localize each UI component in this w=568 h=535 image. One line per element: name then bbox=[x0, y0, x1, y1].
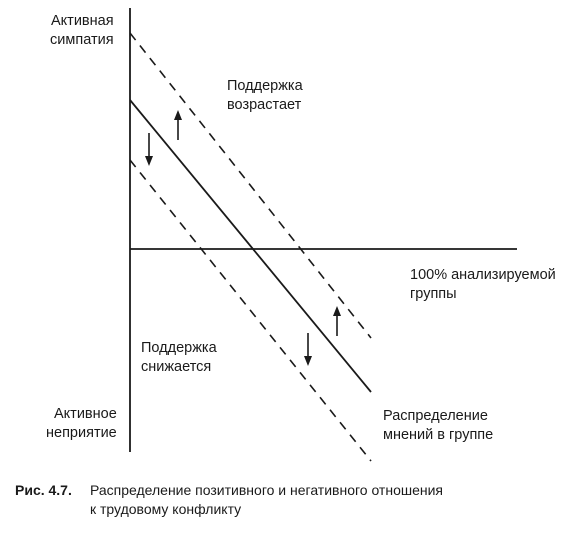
support-increases-line2: возрастает bbox=[227, 97, 302, 113]
distribution-label-line1: Распределение bbox=[383, 408, 488, 424]
lower-shift-dashed-line bbox=[129, 159, 372, 462]
y-axis-top-label-line2: симпатия bbox=[50, 32, 114, 48]
arrow-down-icon bbox=[145, 133, 153, 166]
support-decreases-label: Поддержка снижается bbox=[141, 339, 217, 377]
support-decreases-line1: Поддержка bbox=[141, 340, 217, 356]
y-axis-top-label-line1: Активная bbox=[51, 13, 114, 29]
opinion-distribution-line bbox=[129, 99, 372, 393]
figure-number: Рис. 4.7. bbox=[15, 482, 72, 498]
figure-caption-line1: Распределение позитивного и негативного … bbox=[90, 482, 444, 498]
y-axis-bottom-label-line1: Активное bbox=[54, 406, 117, 422]
support-decreases-line2: снижается bbox=[141, 359, 212, 375]
figure-caption: Распределение позитивного и негативного … bbox=[90, 481, 443, 519]
distribution-label: Распределение мнений в группе bbox=[383, 407, 493, 445]
figure-caption-line2: к трудовому конфликту bbox=[90, 501, 242, 517]
x-axis-label-line2: группы bbox=[410, 286, 457, 302]
arrow-down-icon bbox=[304, 333, 312, 366]
y-axis-bottom-label-line2: неприятие bbox=[46, 425, 117, 441]
y-axis-top-label: Активная симпатия bbox=[50, 12, 114, 50]
x-axis-label-line1: 100% анализируемой bbox=[410, 267, 556, 283]
upper-shift-dashed-line bbox=[129, 32, 372, 339]
x-axis-label: 100% анализируемой группы bbox=[410, 266, 556, 304]
distribution-label-line2: мнений в группе bbox=[383, 427, 494, 443]
arrow-up-icon bbox=[174, 110, 182, 140]
arrow-up-icon bbox=[333, 306, 341, 336]
y-axis-bottom-label: Активное неприятие bbox=[46, 405, 117, 443]
support-increases-line1: Поддержка bbox=[227, 78, 303, 94]
support-increases-label: Поддержка возрастает bbox=[227, 77, 303, 115]
